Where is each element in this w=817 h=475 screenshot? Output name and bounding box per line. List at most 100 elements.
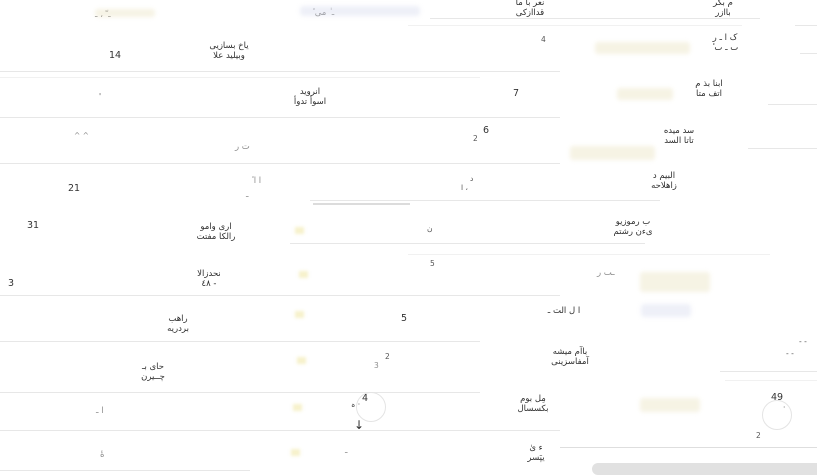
cell-value: 49: [771, 392, 784, 403]
row-label-left: ةٔ: [100, 450, 105, 460]
separator-line: [290, 243, 645, 244]
row-label-left: نحدزالا - ٤٨: [186, 269, 232, 289]
separator-line: [560, 447, 817, 448]
cell-value: 5: [430, 259, 435, 268]
highlight-ghost: [640, 398, 700, 412]
highlight-ghost: [595, 42, 690, 54]
row-label-line: بردریه: [167, 324, 189, 334]
column-header-measure-line2: قداازکی: [515, 8, 545, 18]
column-header-market-line2: باازر: [715, 8, 731, 18]
row-label-line: زاهلاحه: [651, 181, 677, 191]
row-label-left: اری وامو رالکا مفتت: [186, 222, 246, 242]
row-label-right: البیم د زاهلاحه: [638, 171, 690, 191]
row-label-right: مِل بوم بکسسال: [508, 394, 558, 414]
cell-value: - -: [786, 349, 794, 358]
sort-circle-outline: [356, 392, 386, 422]
row-label-right: باآم میشه آمفاسزینی: [538, 347, 602, 367]
row-label-line: البیم د: [652, 171, 676, 181]
separator-line: [0, 392, 480, 393]
cell-value: 2: [756, 431, 761, 440]
row-label-line: تاتا السد: [664, 136, 694, 146]
cell-value: - -: [799, 337, 807, 346]
row-label-line: حای بـ: [141, 362, 165, 372]
separator-line: [430, 18, 760, 19]
highlight-ghost: [570, 146, 655, 160]
row-label-line: سد میده: [663, 126, 695, 136]
separator-line: [748, 148, 817, 149]
row-label-right: ب رموزیو یءن رشتم: [603, 217, 663, 237]
sort-down-arrow-icon[interactable]: ↓: [354, 418, 365, 432]
highlight-ghost: [640, 272, 710, 292]
cell-value: ہ ·: [351, 400, 361, 409]
row-label-line: یءن رشتم: [613, 227, 653, 237]
row-label-line: انروید: [299, 87, 321, 97]
highlight-ghost: [300, 6, 420, 16]
highlight-ghost: [291, 449, 300, 456]
cell-value: 21: [68, 183, 81, 194]
header-ghost-fragment: ـ ٰ می ٔ: [312, 8, 335, 18]
highlight-ghost: [95, 9, 155, 17]
row-label-line: آمفاسزینی: [551, 357, 589, 367]
row-label-right: ا ل الت ـ: [547, 306, 581, 316]
cell-value: ·: [783, 403, 786, 412]
separator-line: [795, 25, 817, 26]
separator-line: [800, 53, 817, 54]
cell-value: 3: [374, 361, 379, 370]
highlight-ghost: [295, 227, 304, 234]
cell-value: ن: [427, 224, 433, 233]
row-label-left: انروید اسوأ تدوأ: [288, 87, 332, 107]
badge-circle-outline: [762, 400, 792, 430]
column-header-market-line1: م بکر: [713, 0, 733, 8]
row-label-line: ابنا بذ م: [695, 79, 723, 89]
row-label-line: یاخ بسازیی: [209, 41, 249, 51]
row-label-line: ب رموزیو: [615, 217, 651, 227]
row-label-line: ک ا ـ ر: [712, 33, 738, 43]
cell-value: 31: [27, 220, 40, 231]
row-label-left: ا ا ٔ: [251, 176, 262, 186]
horizontal-scrollbar-thumb[interactable]: [592, 463, 817, 475]
row-label-line: چــیرن: [141, 372, 165, 382]
row-label-left: راهب بردریه: [156, 314, 200, 334]
separator-line: [408, 254, 770, 255]
cell-value: ^ ^: [74, 131, 89, 140]
row-label-line: وبیلید علا: [213, 51, 245, 61]
row-label-line: ٮ ـ ٮ ٔ: [711, 43, 739, 53]
row-label-right: ابنا بذ م اتف متا: [683, 79, 735, 99]
row-label-line: ء ىٰ: [529, 443, 543, 453]
cell-value: 7: [513, 88, 520, 99]
separator-line: [720, 371, 817, 372]
highlight-ghost: [299, 271, 308, 278]
separator-line: [0, 295, 560, 296]
row-label-line: نحدزالا: [197, 269, 221, 279]
separator-line: [310, 200, 660, 201]
separator-line: [0, 77, 480, 78]
cell-value: 4: [362, 393, 369, 404]
cell-value: 14: [109, 50, 122, 61]
header-ghost-fragment: ـ ّ ، ـ: [95, 10, 111, 20]
row-label-right: سد میده تاتا السد: [648, 126, 710, 146]
cell-value: د: [470, 174, 474, 183]
column-header-market: م بکر باازر: [700, 0, 746, 18]
separator-line: [725, 380, 817, 381]
cell-value: 5: [401, 313, 408, 324]
separator-line: [0, 341, 480, 342]
row-label-line: باآم میشه: [552, 347, 588, 357]
separator-line: [408, 25, 742, 26]
row-label-left: یاخ بسازیی وبیلید علا: [195, 41, 263, 61]
row-label-right: ء ىٰ یپَسر: [514, 443, 558, 463]
row-label-right: ـٮ ر: [597, 268, 615, 278]
separator-line: [0, 117, 560, 118]
cell-value: 2: [385, 352, 390, 361]
separator-line: [313, 203, 410, 205]
row-label-line: رالکا مفتت: [196, 232, 236, 242]
row-label-line: راهب: [168, 314, 188, 324]
row-label-line: - ٤٨: [201, 279, 217, 289]
column-header-measure: نعر با ما قداازکی: [498, 0, 562, 18]
row-label-line: اتف متا: [696, 89, 722, 99]
separator-line: [0, 163, 560, 164]
cell-value: 3: [8, 278, 15, 289]
cell-value: ا ،: [461, 183, 468, 192]
row-label-left: حای بـ چــیرن: [125, 362, 181, 382]
separator-line: [0, 470, 250, 471]
